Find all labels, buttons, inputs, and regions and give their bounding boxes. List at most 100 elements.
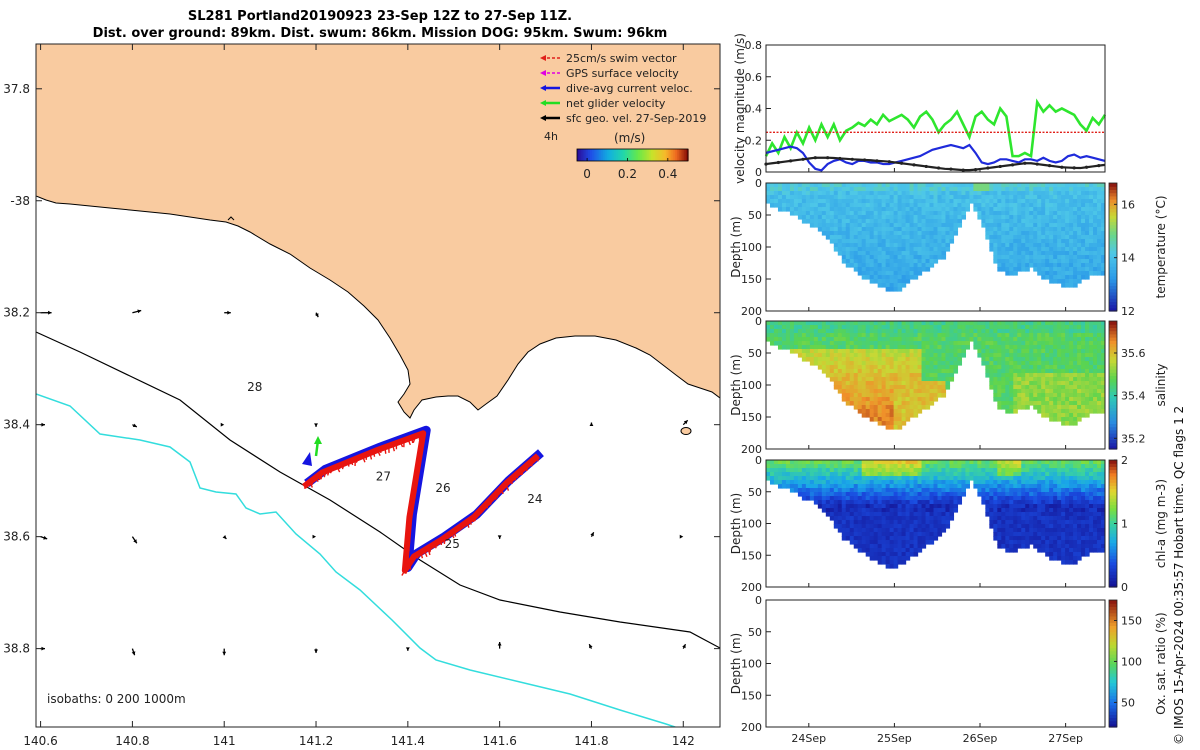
section-cell [841,468,847,473]
section-cell [921,405,927,410]
section-cell [1101,191,1105,196]
section-cell [833,337,839,342]
section-cell [1093,405,1098,410]
section-cell [793,195,799,200]
section-cell [881,239,887,244]
section-cell [861,203,867,208]
swim-vector-tick [409,512,413,518]
section-cell [937,251,943,256]
section-cell [897,413,903,418]
section-cell [981,341,986,346]
section-cell [1049,377,1054,382]
section-cell [1017,223,1022,228]
section-cell [881,417,887,422]
section-cell [969,321,974,326]
section-cell [809,203,815,208]
section-cell [769,472,775,477]
section-cell [1013,263,1018,268]
colorbar-cell [610,149,613,161]
section-cell [1057,369,1062,374]
section-cell [905,468,911,473]
section-cell [833,508,839,513]
section-cell [865,215,871,220]
geo-vector-head [683,420,688,425]
section-cell [813,488,819,493]
section-cell [989,357,994,362]
section-cell [1009,207,1014,212]
section-cell [1013,247,1018,252]
section-cell [945,480,951,485]
section-cell [781,203,787,208]
section-cell [849,235,855,240]
section-cell [841,231,847,236]
section-cell [1021,365,1026,370]
section-cell [1061,389,1066,394]
section-cell [889,373,895,378]
section-cell [1017,203,1022,208]
section-cell [1065,329,1070,334]
colorbar-cell [638,149,641,161]
section-cell [1093,401,1098,406]
section-cell [929,532,935,537]
section-cell [1069,385,1074,390]
section-cell [937,235,943,240]
section-cell [913,211,919,216]
section-cell [1009,247,1014,252]
section-colorbar-frame [1108,182,1118,312]
section-cell [861,512,867,517]
section-cell [1045,381,1050,386]
section-cell [793,349,799,354]
section-cell [1037,520,1042,525]
section-cell [833,520,839,525]
section-cell [833,369,839,374]
section-cell [817,337,823,342]
section-cell [1005,504,1010,509]
section-cell [857,409,863,414]
section-cell [873,321,879,326]
section-cell [1097,267,1102,272]
swim-vector-tick [406,545,410,552]
section-cell [841,349,847,354]
section-cell [845,203,851,208]
section-cell [1033,369,1038,374]
section-cell [1077,397,1082,402]
section-cell [1025,369,1030,374]
section-cell [901,516,907,521]
section-cell [1089,191,1094,196]
map-x-tick-label: 141.2 [299,734,333,748]
section-cell [993,243,998,248]
section-cell [825,333,831,338]
depth-tick-label: 150 [741,411,762,424]
section-colorbar-cell [1109,362,1117,367]
section-cell [945,247,951,252]
section-cell [901,271,907,276]
section-colorbar-cell [1109,295,1117,299]
section-cell [921,187,927,192]
section-cell [809,464,815,469]
section-cell [885,488,891,493]
section-colorbar-cell [1109,375,1117,380]
section-cell [1045,393,1050,398]
section-cell [937,520,943,525]
section-cell [1045,239,1050,244]
section-cell [957,337,963,342]
section-cell [913,544,919,549]
section-cell [1017,488,1022,493]
section-cell [1073,227,1078,232]
section-cell [829,361,835,366]
section-cell [1093,263,1098,268]
section-cell [1001,227,1006,232]
section-cell [881,504,887,509]
section-cell [921,215,927,220]
section-cell [1089,227,1094,232]
section-cell [1021,211,1026,216]
section-cell [877,191,883,196]
section-cell [1065,251,1070,256]
section-cell [1069,421,1074,426]
section-cell [941,484,947,489]
section-cell [821,227,827,232]
section-cell [829,464,835,469]
section-cell [1025,259,1030,264]
section-cell [1077,247,1082,252]
section-cell [941,235,947,240]
